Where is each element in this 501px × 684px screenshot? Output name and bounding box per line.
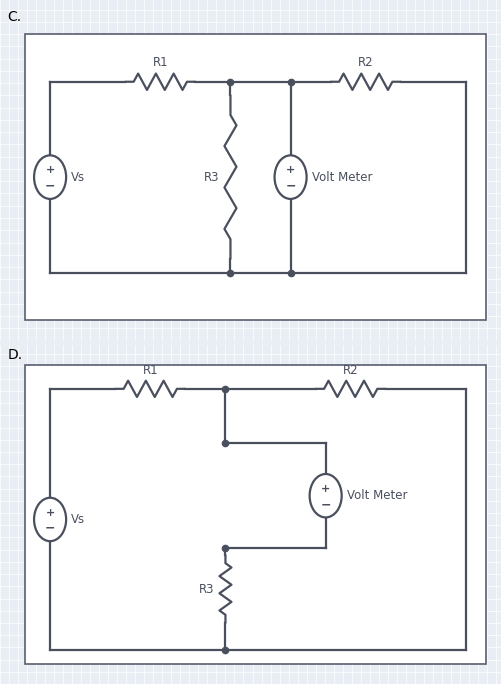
Text: Volt Meter: Volt Meter: [347, 489, 407, 502]
Text: −: −: [321, 498, 331, 511]
Circle shape: [34, 155, 66, 199]
Text: +: +: [46, 508, 55, 518]
Text: C.: C.: [8, 10, 22, 24]
Text: R3: R3: [199, 583, 214, 596]
Text: Volt Meter: Volt Meter: [312, 170, 372, 183]
Circle shape: [34, 498, 66, 541]
Circle shape: [310, 474, 342, 517]
Circle shape: [275, 155, 307, 199]
Bar: [25, 34, 486, 320]
Text: +: +: [321, 484, 330, 494]
Text: R1: R1: [142, 364, 158, 377]
Text: −: −: [286, 179, 296, 192]
Text: −: −: [45, 179, 55, 192]
Text: Vs: Vs: [71, 513, 85, 526]
Text: R3: R3: [204, 170, 219, 183]
Text: −: −: [45, 522, 55, 535]
Text: +: +: [46, 166, 55, 175]
Text: R1: R1: [152, 57, 168, 70]
Text: R2: R2: [358, 57, 374, 70]
Text: +: +: [286, 166, 295, 175]
Text: D.: D.: [8, 348, 23, 362]
Text: R2: R2: [343, 364, 359, 377]
Text: Vs: Vs: [71, 170, 85, 183]
Bar: [25, 365, 486, 663]
